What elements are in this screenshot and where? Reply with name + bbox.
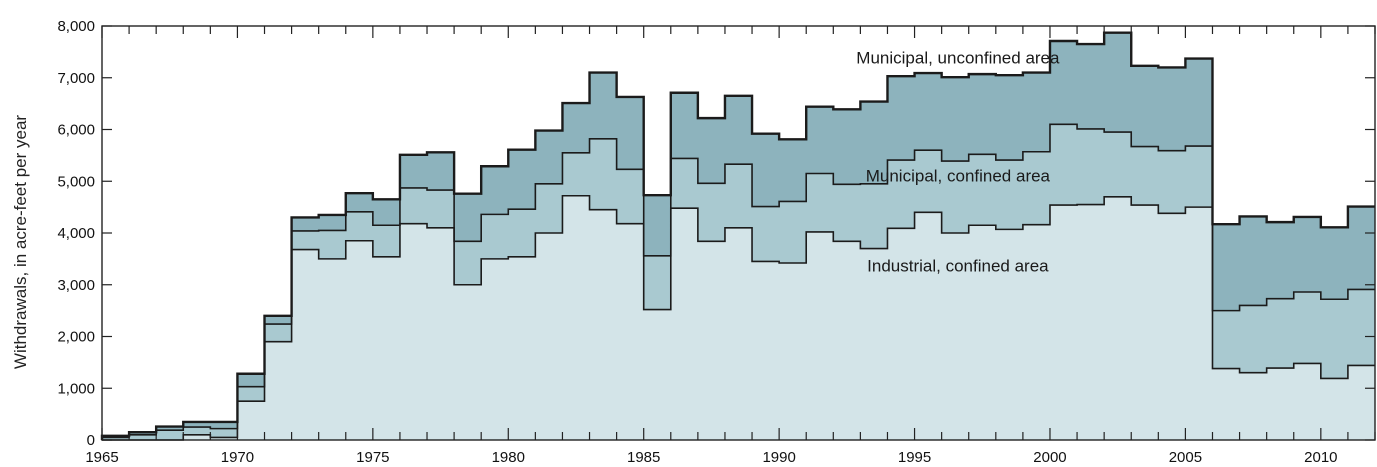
x-tick-label: 1970 — [221, 449, 254, 466]
axis-ticks — [101, 25, 1376, 441]
y-tick-label: 3,000 — [57, 277, 95, 294]
x-tick-label: 1990 — [762, 449, 795, 466]
line-municipal-confined-area — [101, 123, 1375, 440]
band-label: Municipal, unconfined area — [856, 48, 1060, 67]
y-tick-label: 2,000 — [57, 329, 95, 346]
line-municipal-unconfined-area — [100, 31, 1375, 440]
x-tick-label: 1980 — [492, 449, 525, 466]
line-industrial-confined-area — [102, 194, 1375, 441]
x-tick-label: 1965 — [85, 449, 118, 466]
band-label: Industrial, confined area — [867, 256, 1049, 275]
area-industrial-confined-area — [102, 195, 1375, 440]
stacked-area-layers — [102, 32, 1375, 440]
x-tick-label: 1985 — [627, 449, 660, 466]
axis-tick-labels: 0 1,000 2,000 3,000 4,000 5,000 6,000 7,000 8,00… — [57, 18, 1337, 466]
y-tick-label: 4,000 — [57, 225, 95, 242]
x-tick-label: 1975 — [356, 449, 389, 466]
y-tick-label: 6,000 — [57, 122, 95, 139]
y-tick-label: 1,000 — [57, 380, 95, 397]
x-tick-label: 2000 — [1033, 449, 1066, 466]
band-labels: Municipal, unconfined area Municipal, con… — [856, 48, 1060, 275]
series-boundary-lines — [100, 31, 1375, 441]
x-tick-label: 2005 — [1169, 449, 1202, 466]
y-axis-title: Withdrawals, in acre-feet per year — [11, 115, 30, 369]
x-tick-label: 1995 — [898, 449, 931, 466]
band-label: Municipal, confined area — [866, 166, 1051, 185]
x-tick-label: 2010 — [1304, 449, 1337, 466]
y-tick-label: 5,000 — [57, 173, 95, 190]
y-tick-label: 0 — [87, 432, 95, 449]
y-tick-label: 8,000 — [57, 18, 95, 35]
y-tick-label: 7,000 — [57, 70, 95, 87]
